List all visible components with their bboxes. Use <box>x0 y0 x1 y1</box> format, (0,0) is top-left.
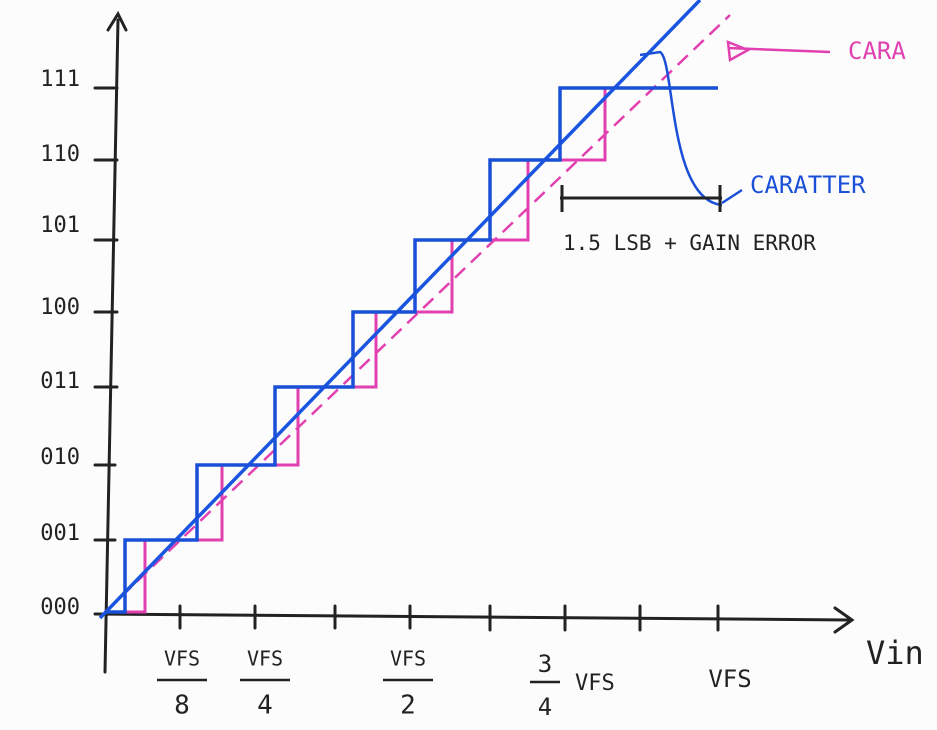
y-label: 010 <box>40 445 80 470</box>
real-label: CARATTER <box>750 171 866 199</box>
y-label: 011 <box>40 369 80 394</box>
page: {"y_axis": {"labels": ["000", "001", "01… <box>0 0 937 730</box>
y-label: 001 <box>40 521 80 546</box>
x-title: Vin <box>866 634 924 672</box>
y-label: 000 <box>40 595 80 620</box>
ideal-label: CARA <box>848 37 906 65</box>
error-label: 1.5 LSB + GAIN ERROR <box>563 231 816 255</box>
x-label-den: 2 <box>400 691 416 721</box>
y-label: 101 <box>40 213 80 238</box>
x-label-den: 4 <box>538 693 552 721</box>
x-label-num: VFS <box>390 647 426 671</box>
x-label-num: VFS <box>164 647 200 671</box>
x-label-den: 4 <box>257 691 273 721</box>
x-label-num: VFS <box>708 665 751 693</box>
x-label-den: 8 <box>174 691 190 721</box>
diagram: CARA CARATTER 1.5 LSB + GAIN ERROR Vin 0… <box>0 0 937 730</box>
x-label-num: 3 <box>538 650 552 678</box>
x-label-side: VFS <box>575 671 615 696</box>
x-label-num: VFS <box>247 647 283 671</box>
y-label: 110 <box>40 142 80 167</box>
y-label: 100 <box>40 295 80 320</box>
y-label: 111 <box>40 67 80 92</box>
